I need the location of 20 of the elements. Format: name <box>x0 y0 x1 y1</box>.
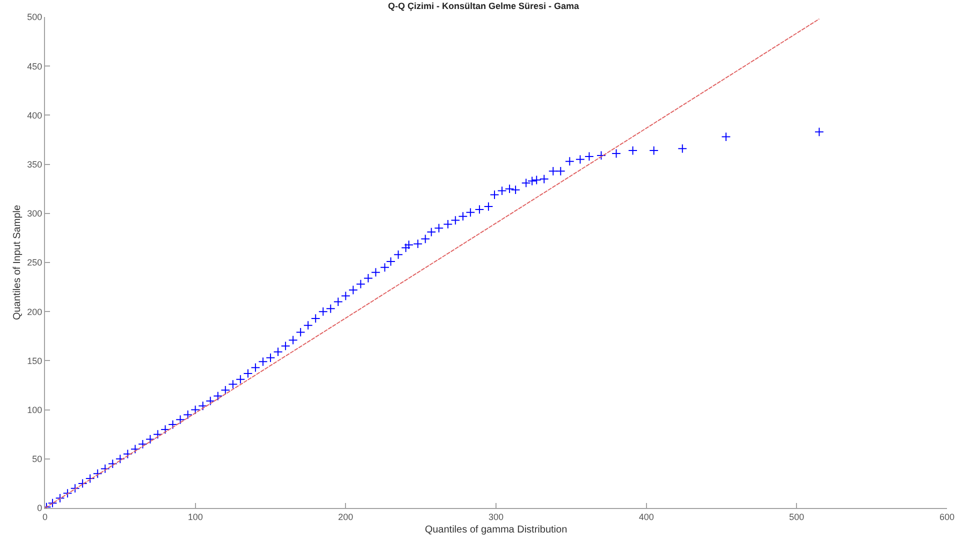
y-tick-label: 350 <box>27 159 42 170</box>
x-tick-label: 500 <box>789 512 804 522</box>
y-tick-label: 50 <box>32 454 42 464</box>
y-tick-label: 150 <box>27 356 42 366</box>
x-tick-label: 100 <box>188 512 203 522</box>
y-tick-label: 450 <box>27 61 42 72</box>
y-tick-label: 250 <box>27 258 42 268</box>
x-tick-label: 300 <box>488 512 504 522</box>
x-tick-label: 600 <box>939 512 955 522</box>
x-tick-label: 400 <box>638 512 654 522</box>
y-tick-label: 200 <box>27 306 42 317</box>
x-axis-title: Quantiles of gamma Distribution <box>424 524 568 536</box>
chart-title: Q-Q Çizimi - Konsültan Gelme Süresi - Gama <box>388 1 580 12</box>
y-tick-label: 300 <box>27 208 42 219</box>
x-tick-label: 200 <box>338 512 354 522</box>
y-tick-label: 100 <box>27 404 42 415</box>
y-tick-label: 0 <box>37 503 42 514</box>
y-tick-label: 400 <box>27 110 42 120</box>
y-axis-title: Quantiles of Input Sample <box>12 204 24 320</box>
y-tick-label: 500 <box>27 12 42 22</box>
